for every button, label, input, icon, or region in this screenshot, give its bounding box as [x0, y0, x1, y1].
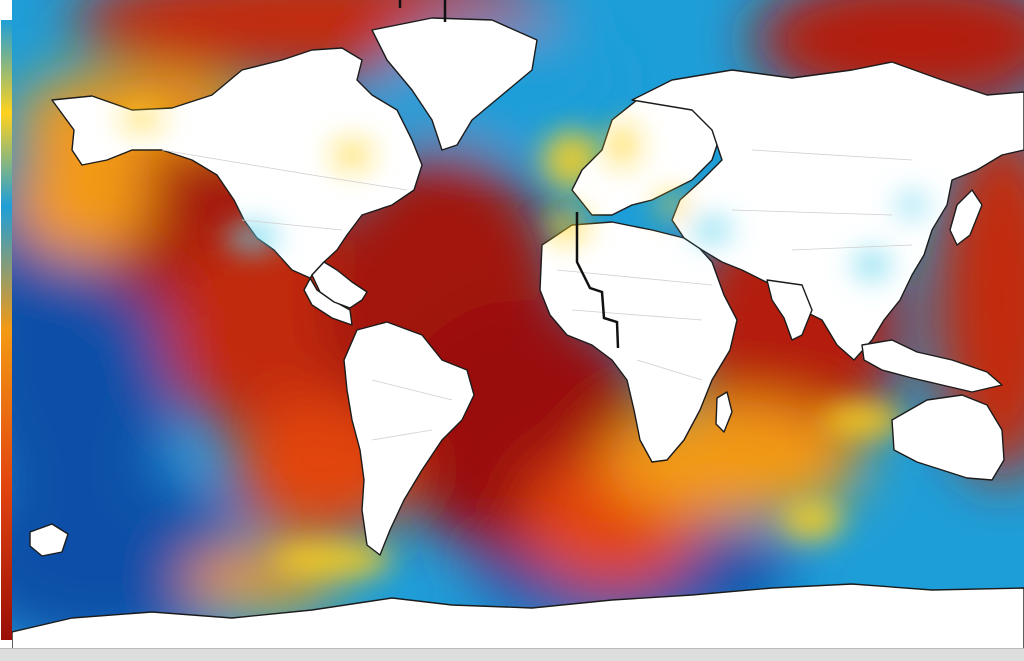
track-lines [398, 0, 620, 349]
southeast-asia-islands [861, 339, 1003, 393]
landmasses [12, 17, 1024, 650]
greenland [371, 17, 538, 151]
antarctica [12, 583, 1024, 650]
india-peninsula [766, 279, 813, 341]
world-heat-map [12, 0, 1024, 650]
color-scale-bar [1, 20, 12, 640]
track-line-africa [575, 212, 620, 349]
madagascar [715, 391, 733, 433]
africa [539, 221, 738, 463]
status-strip [0, 648, 1024, 661]
south-america [343, 321, 475, 556]
color-scale-gradient [1, 20, 12, 640]
eurasia [631, 61, 1024, 361]
australia [891, 394, 1005, 481]
small-island-pacific [29, 523, 69, 557]
japan [949, 189, 983, 246]
land-anomaly-patches [120, 104, 928, 279]
central-america [311, 261, 368, 309]
